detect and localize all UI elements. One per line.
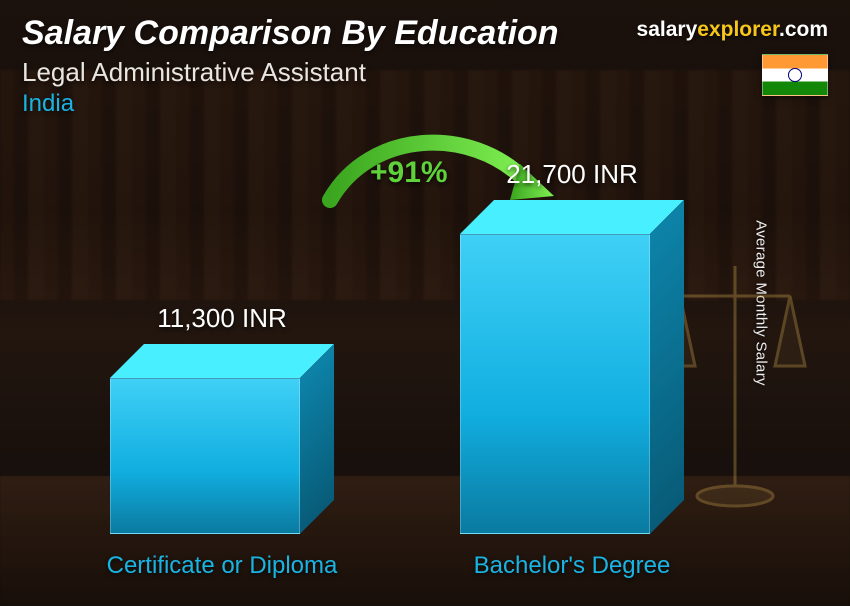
brand-part1: salary: [637, 18, 698, 41]
brand-part3: .com: [779, 18, 828, 41]
bar-chart: +91% 11,300 INR Certificate or Diploma 2…: [0, 150, 850, 606]
bar-side-face: [300, 344, 334, 534]
brand-logo: salaryexplorer.com: [637, 18, 828, 42]
job-title: Legal Administrative Assistant: [22, 57, 559, 88]
brand-part2: explorer: [697, 18, 779, 41]
bar-label-certificate: Certificate or Diploma: [72, 552, 372, 580]
bar-top-face: [460, 200, 684, 234]
bar-value-certificate: 11,300 INR: [92, 303, 352, 334]
infographic-stage: Salary Comparison By Education Legal Adm…: [0, 0, 850, 606]
country-flag-icon: [762, 54, 828, 96]
page-title: Salary Comparison By Education: [22, 14, 559, 53]
bar-value-bachelor: 21,700 INR: [442, 159, 702, 190]
percent-increase-badge: +91%: [370, 156, 448, 190]
bar-top-face: [110, 344, 334, 378]
bar-front-face: [110, 378, 300, 534]
flag-chakra-icon: [788, 68, 802, 82]
country-name: India: [22, 90, 559, 118]
bar-front-face: [460, 234, 650, 534]
bar-side-face: [650, 200, 684, 534]
bar-label-bachelor: Bachelor's Degree: [422, 552, 722, 580]
header-block: Salary Comparison By Education Legal Adm…: [22, 14, 559, 118]
